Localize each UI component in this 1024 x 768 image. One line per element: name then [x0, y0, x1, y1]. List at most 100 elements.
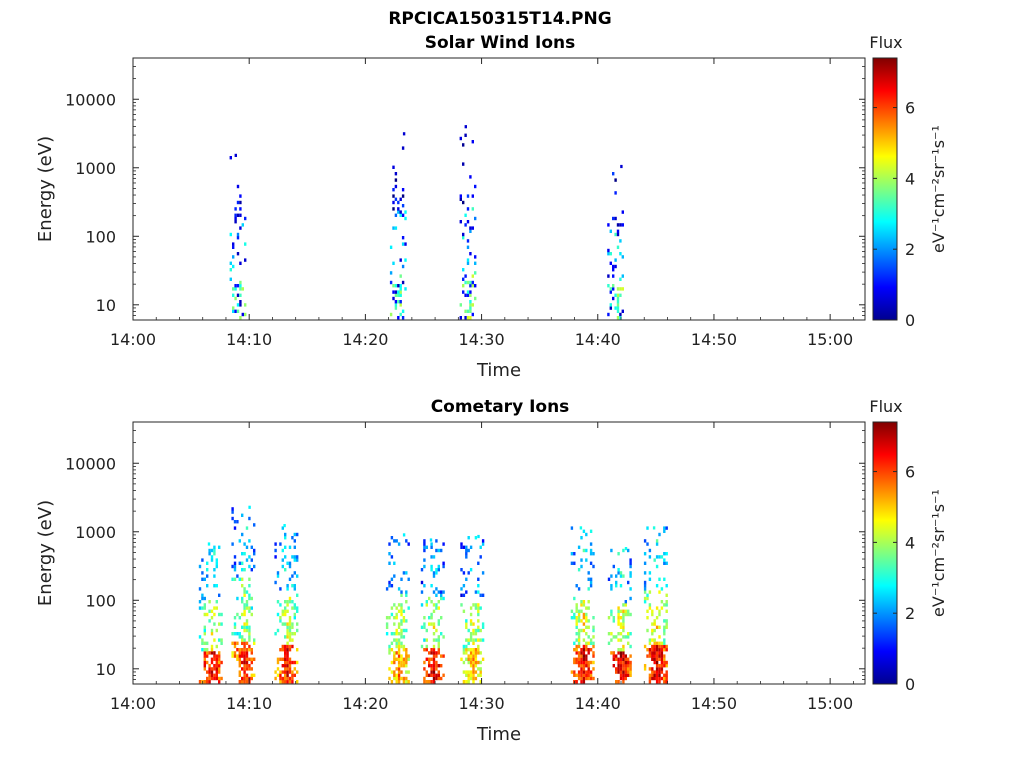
- flux-cell: [479, 673, 482, 677]
- flux-cell: [401, 213, 405, 217]
- flux-cell: [589, 529, 593, 533]
- flux-cell: [241, 667, 244, 671]
- flux-cell: [610, 574, 613, 578]
- flux-cell: [213, 574, 216, 578]
- flux-cell: [474, 628, 478, 633]
- flux-cell: [218, 657, 221, 661]
- flux-cell: [210, 676, 214, 681]
- flux-cell: [402, 609, 406, 613]
- flux-cell: [248, 648, 251, 652]
- flux-cell: [440, 548, 443, 553]
- flux-cell: [440, 664, 443, 668]
- flux-cell: [425, 648, 428, 652]
- flux-cell: [400, 628, 403, 633]
- flux-cell: [407, 670, 410, 674]
- flux-cell: [629, 667, 632, 671]
- flux-cell: [201, 571, 204, 575]
- flux-cell: [397, 316, 400, 320]
- flux-cell: [589, 542, 593, 546]
- flux-cell: [651, 673, 654, 677]
- flux-cell: [624, 654, 627, 658]
- flux-cell: [399, 293, 402, 297]
- flux-cell: [215, 606, 218, 610]
- flux-cell: [479, 628, 482, 633]
- flux-cell: [241, 561, 244, 565]
- flux-cell: [622, 625, 625, 629]
- flux-cell: [250, 651, 253, 655]
- flux-cell: [477, 612, 480, 617]
- flux-cell: [612, 296, 615, 301]
- flux-cell: [215, 654, 218, 658]
- flux-cell: [390, 632, 394, 636]
- flux-cell: [397, 300, 400, 304]
- x-tick-label: 14:00: [110, 694, 156, 713]
- flux-cell: [201, 593, 204, 597]
- flux-cell: [577, 568, 581, 572]
- flux-cell: [401, 309, 405, 313]
- flux-cell: [471, 284, 474, 288]
- flux-cell: [201, 638, 204, 642]
- flux-cell: [296, 558, 299, 562]
- flux-cell: [293, 612, 296, 617]
- flux-cell: [390, 584, 394, 588]
- flux-cell: [293, 587, 296, 591]
- flux-cell: [210, 670, 214, 674]
- flux-cell: [430, 600, 433, 604]
- flux-cell: [577, 676, 581, 681]
- flux-cell: [589, 638, 593, 642]
- flux-cell: [276, 660, 280, 665]
- flux-cell: [394, 226, 398, 230]
- flux-cell: [459, 316, 462, 320]
- flux-cell: [430, 616, 433, 620]
- flux-cell: [430, 584, 433, 588]
- flux-cell: [210, 548, 214, 553]
- flux-cell: [420, 568, 424, 572]
- flux-cell: [234, 213, 237, 217]
- flux-cell: [232, 306, 235, 310]
- flux-cell: [467, 676, 470, 681]
- flux-cell: [469, 670, 473, 674]
- flux-cell: [233, 520, 237, 524]
- flux-cell: [617, 552, 620, 556]
- flux-cell: [400, 609, 403, 613]
- flux-cell: [218, 638, 221, 642]
- flux-cell: [248, 584, 251, 588]
- flux-cell: [573, 657, 576, 661]
- flux-cell: [462, 648, 466, 652]
- flux-cell: [276, 657, 280, 661]
- flux-cell: [643, 664, 647, 668]
- flux-cell: [616, 245, 620, 249]
- flux-cell: [646, 628, 649, 633]
- flux-cell: [250, 667, 253, 671]
- flux-cell: [616, 300, 620, 304]
- flux-cell: [592, 676, 595, 681]
- flux-cell: [397, 603, 401, 607]
- flux-cell: [479, 680, 482, 684]
- flux-cell: [220, 660, 223, 665]
- flux-cell: [288, 657, 292, 661]
- flux-cell: [614, 191, 617, 195]
- flux-cell: [208, 600, 211, 604]
- flux-cell: [617, 657, 620, 661]
- flux-cell: [430, 568, 433, 572]
- flux-cell: [215, 644, 218, 649]
- flux-cell: [469, 226, 472, 230]
- flux-cell: [665, 609, 668, 613]
- flux-cell: [582, 600, 586, 604]
- flux-cell: [582, 667, 586, 671]
- flux-cell: [286, 635, 289, 639]
- flux-cell: [215, 600, 218, 604]
- flux-cell: [629, 612, 632, 617]
- flux-cell: [404, 258, 407, 262]
- flux-cell: [437, 606, 440, 610]
- flux-cell: [401, 264, 405, 269]
- flux-cell: [203, 660, 206, 665]
- flux-cell: [592, 641, 595, 645]
- flux-cell: [472, 622, 475, 626]
- flux-cell: [432, 632, 436, 636]
- flux-cell: [589, 577, 593, 581]
- flux-cell: [244, 216, 247, 221]
- flux-cell: [430, 657, 433, 661]
- flux-cell: [627, 667, 630, 671]
- flux-cell: [245, 625, 249, 629]
